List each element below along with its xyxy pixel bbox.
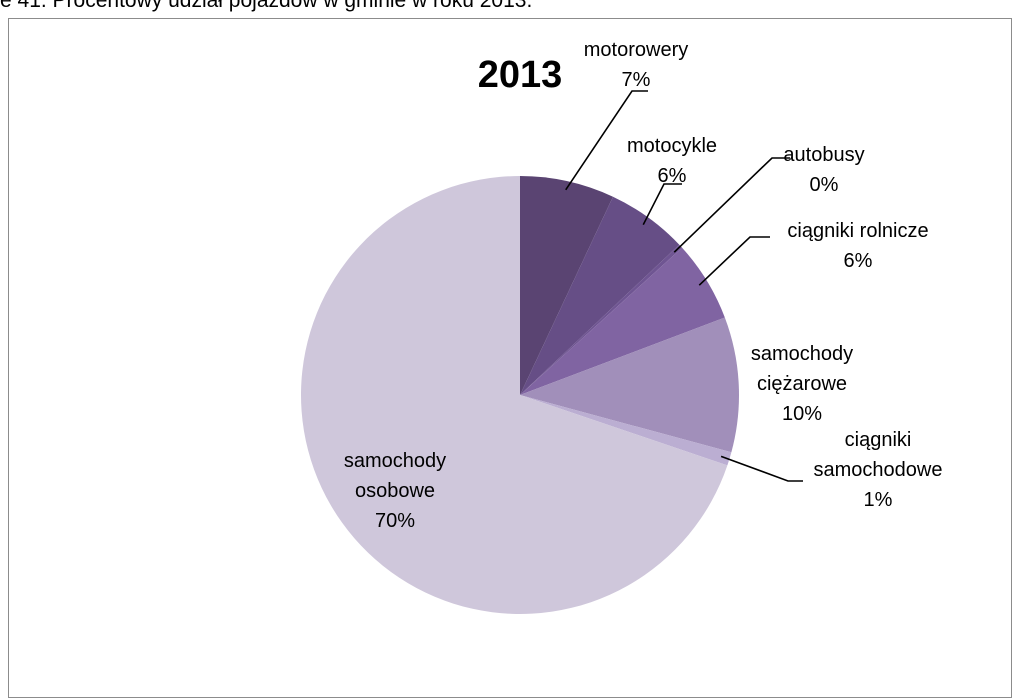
slice-label-ciagniki-samochodowe-line-3: 1% — [864, 489, 893, 511]
chart-title: 2013 — [478, 54, 563, 96]
pie-slice-samochody-osobowe — [301, 176, 728, 614]
pie-slice-motorowery — [520, 176, 613, 395]
pie-slice-samochody-ciezarowe — [520, 317, 739, 453]
leader-lines — [565, 90, 803, 482]
pie-slice-ciagniki-samochodowe — [520, 395, 732, 466]
slice-label-samochody-osobowe-line-2: osobowe — [355, 480, 435, 502]
pie-chart: 2013 motorowery 7% motocykle 6% autobusy 0% ci… — [301, 39, 943, 614]
slice-label-ciagniki-rolnicze-line-1: ciągniki rolnicze — [787, 220, 928, 242]
pie-slices — [301, 176, 739, 614]
leader-line-motocykle — [642, 183, 682, 226]
pie-slice-autobusy — [520, 244, 683, 395]
slice-label-motocykle-line-2: 6% — [658, 165, 687, 187]
slice-label-samochody-ciezarowe-line-1: samochody — [751, 343, 853, 365]
figure-caption: e 41. Procentowy udział pojazdów w gmini… — [0, 0, 533, 12]
slice-label-samochody-ciezarowe-line-2: ciężarowe — [757, 373, 847, 395]
slice-label-samochody-osobowe-line-1: samochody — [344, 450, 446, 472]
slice-labels: motorowery 7% motocykle 6% autobusy 0% ciągnik… — [344, 39, 943, 532]
slice-label-autobusy-line-2: 0% — [810, 174, 839, 196]
slice-label-ciagniki-samochodowe-line-1: ciągniki — [845, 429, 912, 451]
slice-label-ciagniki-samochodowe-line-2: samochodowe — [814, 459, 943, 481]
slice-label-motocykle-line-1: motocykle — [627, 135, 717, 157]
slice-label-autobusy-line-1: autobusy — [783, 144, 864, 166]
pie-slice-ciagniki-rolnicze — [520, 247, 725, 395]
slice-label-motorowery-line-2: 7% — [622, 69, 651, 91]
leader-line-ciagniki-samochodowe — [720, 455, 803, 482]
leader-line-ciagniki-rolnicze — [698, 236, 770, 286]
slice-label-motorowery-line-1: motorowery — [584, 39, 688, 61]
slice-label-ciagniki-rolnicze-line-2: 6% — [844, 250, 873, 272]
pie-slice-motocykle — [520, 196, 680, 395]
leader-line-motorowery — [565, 90, 648, 191]
slice-label-samochody-ciezarowe-line-3: 10% — [782, 403, 822, 425]
slice-label-samochody-osobowe-line-3: 70% — [375, 510, 415, 532]
leader-line-autobusy — [673, 157, 790, 253]
